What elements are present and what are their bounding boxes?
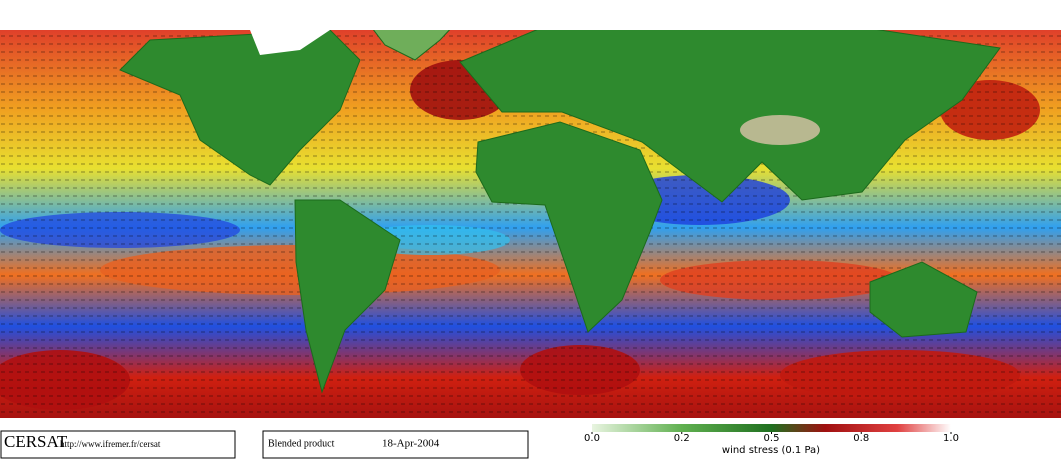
product: Blended product (268, 438, 335, 449)
colorbar-tick-label: 1.0 (943, 433, 959, 444)
colorbar-tick-label: 0.2 (674, 433, 690, 444)
map-shape (250, 10, 360, 55)
land (119, 7, 1001, 394)
map-shape (294, 199, 401, 394)
colorbar (592, 424, 951, 432)
logo: CERSAT (4, 432, 68, 451)
colorbar-ticks: 0.0 0.2 0.5 0.8 1.0 (584, 432, 959, 444)
map-shape (740, 115, 820, 145)
map-shape (0, 0, 1061, 30)
url: http://www.ifremer.fr/cersat (60, 439, 161, 449)
colorbar-tick-label: 0.5 (764, 433, 780, 444)
date: 18-Apr-2004 (382, 438, 440, 450)
colorbar-tick-label: 0.0 (584, 433, 600, 444)
product-box (262, 430, 529, 459)
map-shape (869, 261, 978, 338)
colorbar-tick-label: 0.8 (853, 433, 869, 444)
footer: CERSAT http://www.ifremer.fr/cersat Blen… (0, 424, 959, 459)
credit-box (0, 430, 236, 459)
colorbar-label: wind stress (0.1 Pa) (722, 445, 820, 456)
map-shape (475, 121, 663, 333)
